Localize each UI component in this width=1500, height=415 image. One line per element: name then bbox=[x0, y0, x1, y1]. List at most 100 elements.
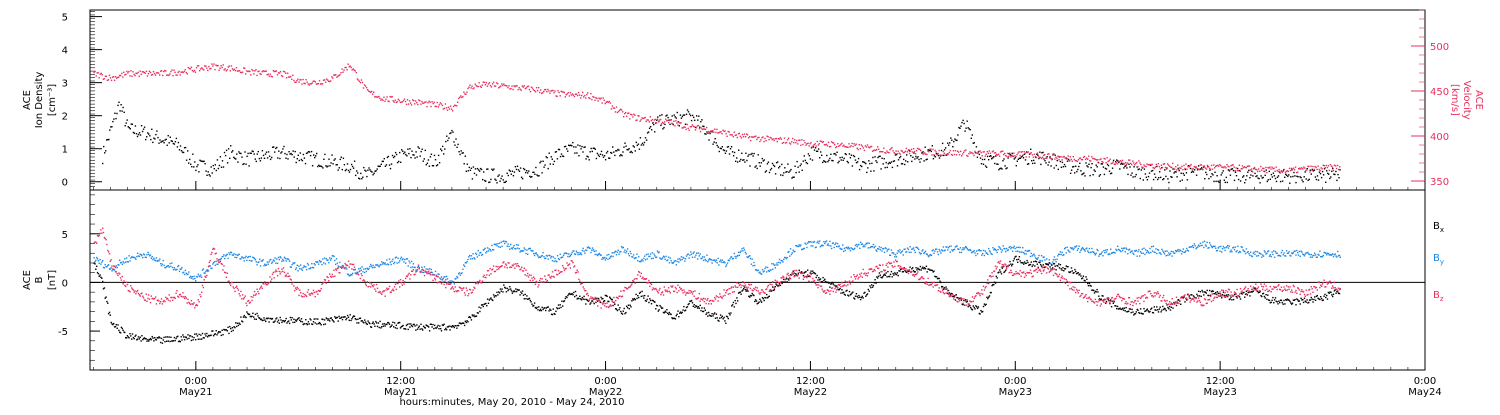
by-point bbox=[104, 267, 105, 268]
by-point bbox=[810, 241, 811, 242]
density-point bbox=[866, 172, 867, 173]
density-point bbox=[778, 167, 779, 168]
bx-point bbox=[732, 304, 733, 305]
velocity-point bbox=[535, 91, 536, 92]
by-point bbox=[998, 246, 999, 247]
bx-point bbox=[711, 313, 712, 314]
density-tick-label: 1 bbox=[62, 145, 68, 156]
density-point bbox=[515, 166, 516, 167]
density-point bbox=[591, 148, 592, 149]
by-point bbox=[224, 258, 225, 259]
density-point bbox=[117, 105, 118, 106]
density-point bbox=[724, 150, 725, 151]
by-point bbox=[729, 258, 730, 259]
by-point bbox=[144, 254, 145, 255]
by-point bbox=[259, 259, 260, 260]
by-point bbox=[938, 254, 939, 255]
by-point bbox=[456, 276, 457, 277]
density-point bbox=[489, 181, 490, 182]
bx-point bbox=[881, 277, 882, 278]
by-point bbox=[698, 252, 699, 253]
by-point bbox=[880, 247, 881, 248]
by-point bbox=[102, 260, 103, 261]
by-point bbox=[741, 248, 742, 249]
velocity-point bbox=[232, 68, 233, 69]
by-point bbox=[1144, 254, 1145, 255]
velocity-point bbox=[908, 150, 909, 151]
bx-point bbox=[122, 330, 123, 331]
density-point bbox=[782, 175, 783, 176]
bx-point bbox=[302, 321, 303, 322]
bx-point bbox=[521, 293, 522, 294]
density-point bbox=[1154, 173, 1155, 174]
bx-point bbox=[261, 319, 262, 320]
density-point bbox=[468, 170, 469, 171]
velocity-point bbox=[1234, 167, 1235, 168]
velocity-point bbox=[162, 75, 163, 76]
density-point bbox=[217, 159, 218, 160]
density-point bbox=[613, 151, 614, 152]
density-point bbox=[667, 117, 668, 118]
by-point bbox=[991, 254, 992, 255]
velocity-point bbox=[269, 75, 270, 76]
by-point bbox=[233, 253, 234, 254]
bx-point bbox=[644, 295, 645, 296]
velocity-point bbox=[576, 93, 577, 94]
by-point bbox=[1156, 253, 1157, 254]
by-point bbox=[582, 250, 583, 251]
velocity-point bbox=[98, 72, 99, 73]
density-point bbox=[820, 151, 821, 152]
by-point bbox=[775, 264, 776, 265]
velocity-point bbox=[784, 137, 785, 138]
bx-point bbox=[392, 322, 393, 323]
density-point bbox=[861, 166, 862, 167]
density-point bbox=[344, 164, 345, 165]
velocity-point bbox=[407, 99, 408, 100]
density-point bbox=[1310, 170, 1311, 171]
velocity-point bbox=[578, 92, 579, 93]
velocity-point bbox=[1177, 164, 1178, 165]
bx-point bbox=[861, 297, 862, 298]
velocity-point bbox=[489, 82, 490, 83]
by-point bbox=[1214, 246, 1215, 247]
velocity-point bbox=[1037, 152, 1038, 153]
velocity-point bbox=[319, 80, 320, 81]
velocity-point bbox=[501, 83, 502, 84]
velocity-point bbox=[1060, 156, 1061, 157]
by-point bbox=[914, 250, 915, 251]
velocity-point bbox=[285, 73, 286, 74]
velocity-point bbox=[1058, 159, 1059, 160]
density-point bbox=[167, 145, 168, 146]
by-point bbox=[990, 251, 991, 252]
velocity-point bbox=[388, 101, 389, 102]
velocity-point bbox=[1132, 161, 1133, 162]
density-point bbox=[411, 151, 412, 152]
by-point bbox=[590, 252, 591, 253]
density-point bbox=[389, 164, 390, 165]
by-point bbox=[676, 264, 677, 265]
velocity-point bbox=[108, 79, 109, 80]
density-point bbox=[469, 167, 470, 168]
by-point bbox=[484, 248, 485, 249]
by-point bbox=[497, 243, 498, 244]
bx-point bbox=[454, 327, 455, 328]
velocity-point bbox=[99, 77, 100, 78]
by-point bbox=[1030, 256, 1031, 257]
density-point bbox=[1269, 171, 1270, 172]
velocity-point bbox=[1204, 165, 1205, 166]
by-point bbox=[571, 254, 572, 255]
density-point bbox=[144, 127, 145, 128]
density-point bbox=[835, 154, 836, 155]
velocity-point bbox=[760, 139, 761, 140]
by-point bbox=[498, 246, 499, 247]
by-point bbox=[726, 264, 727, 265]
density-point bbox=[1153, 179, 1154, 180]
by-point bbox=[1313, 255, 1314, 256]
density-point bbox=[1305, 171, 1306, 172]
by-point bbox=[758, 270, 759, 271]
velocity-point bbox=[646, 121, 647, 122]
velocity-point bbox=[933, 154, 934, 155]
by-point bbox=[405, 263, 406, 264]
by-point bbox=[874, 246, 875, 247]
by-point bbox=[1003, 245, 1004, 246]
